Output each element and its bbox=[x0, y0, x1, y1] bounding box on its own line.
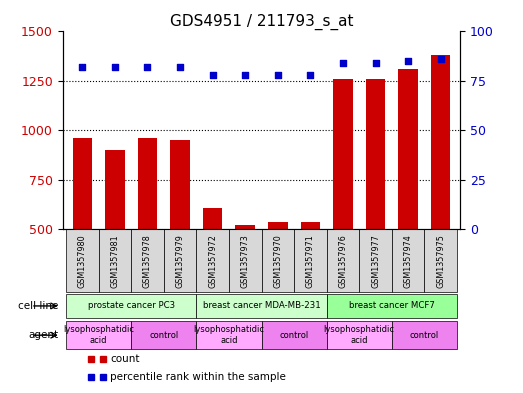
Point bbox=[111, 64, 119, 70]
Point bbox=[241, 72, 249, 78]
Text: GSM1357970: GSM1357970 bbox=[274, 234, 282, 288]
Point bbox=[209, 72, 217, 78]
Bar bbox=[366, 79, 385, 230]
Text: lysophosphatidic
acid: lysophosphatidic acid bbox=[63, 325, 134, 345]
Bar bbox=[66, 321, 131, 349]
Text: GSM1357973: GSM1357973 bbox=[241, 234, 249, 288]
Point bbox=[437, 56, 445, 62]
Bar bbox=[327, 321, 392, 349]
Bar bbox=[333, 79, 353, 230]
Text: percentile rank within the sample: percentile rank within the sample bbox=[110, 372, 286, 382]
Bar bbox=[229, 230, 262, 292]
Bar bbox=[268, 222, 288, 230]
Bar bbox=[262, 321, 327, 349]
Text: GSM1357974: GSM1357974 bbox=[404, 234, 413, 288]
Point bbox=[176, 64, 184, 70]
Text: GSM1357979: GSM1357979 bbox=[176, 234, 185, 288]
Point bbox=[404, 58, 412, 64]
Bar bbox=[131, 321, 196, 349]
Bar bbox=[196, 321, 262, 349]
Text: GSM1357976: GSM1357976 bbox=[338, 234, 347, 288]
Text: control: control bbox=[279, 331, 309, 340]
Bar bbox=[196, 294, 327, 318]
Bar bbox=[235, 226, 255, 230]
Bar bbox=[131, 230, 164, 292]
Bar bbox=[164, 230, 196, 292]
Point bbox=[339, 60, 347, 66]
Bar bbox=[392, 321, 457, 349]
Bar bbox=[301, 222, 320, 230]
Text: control: control bbox=[149, 331, 178, 340]
Bar bbox=[424, 230, 457, 292]
Text: breast cancer MCF7: breast cancer MCF7 bbox=[349, 301, 435, 310]
Bar bbox=[138, 138, 157, 230]
Point bbox=[78, 64, 86, 70]
Bar bbox=[66, 230, 99, 292]
Bar bbox=[327, 230, 359, 292]
Bar bbox=[327, 294, 457, 318]
Text: GSM1357977: GSM1357977 bbox=[371, 234, 380, 288]
Point bbox=[371, 60, 380, 66]
Text: GSM1357980: GSM1357980 bbox=[78, 234, 87, 288]
Bar bbox=[196, 230, 229, 292]
Text: GSM1357978: GSM1357978 bbox=[143, 234, 152, 288]
Bar bbox=[66, 294, 196, 318]
Bar bbox=[170, 140, 190, 230]
Point bbox=[143, 64, 152, 70]
Bar bbox=[431, 55, 450, 230]
Bar bbox=[359, 230, 392, 292]
Text: cell line: cell line bbox=[18, 301, 59, 311]
Text: GSM1357975: GSM1357975 bbox=[436, 234, 445, 288]
Text: lysophosphatidic
acid: lysophosphatidic acid bbox=[194, 325, 265, 345]
Bar bbox=[399, 69, 418, 230]
Text: GSM1357971: GSM1357971 bbox=[306, 234, 315, 288]
Text: GSM1357972: GSM1357972 bbox=[208, 234, 217, 288]
Text: GSM1357981: GSM1357981 bbox=[110, 234, 119, 288]
Point bbox=[306, 72, 314, 78]
Bar bbox=[203, 208, 222, 230]
Text: prostate cancer PC3: prostate cancer PC3 bbox=[88, 301, 175, 310]
Bar bbox=[73, 138, 92, 230]
Bar bbox=[392, 230, 424, 292]
Title: GDS4951 / 211793_s_at: GDS4951 / 211793_s_at bbox=[170, 14, 353, 30]
Text: agent: agent bbox=[29, 330, 59, 340]
Text: control: control bbox=[410, 331, 439, 340]
Bar bbox=[99, 230, 131, 292]
Bar bbox=[294, 230, 327, 292]
Text: lysophosphatidic
acid: lysophosphatidic acid bbox=[324, 325, 395, 345]
Point bbox=[274, 72, 282, 78]
Bar bbox=[262, 230, 294, 292]
Bar bbox=[105, 150, 124, 230]
Text: breast cancer MDA-MB-231: breast cancer MDA-MB-231 bbox=[202, 301, 321, 310]
Text: count: count bbox=[110, 354, 140, 364]
